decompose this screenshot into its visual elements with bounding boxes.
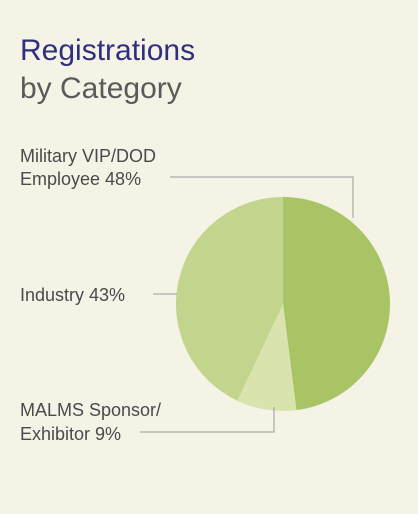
chart-title-line2: by Category bbox=[20, 72, 182, 105]
chart-title-line1: Registrations bbox=[20, 34, 196, 67]
label-industry: Industry 43% bbox=[20, 285, 125, 305]
label-military-line1: Military VIP/DOD bbox=[20, 146, 156, 166]
leader-lines bbox=[140, 176, 354, 433]
label-military-line2: Employee 48% bbox=[20, 169, 141, 189]
label-malms-line1: MALMS Sponsor/ bbox=[20, 400, 161, 420]
pie-slices bbox=[175, 197, 391, 411]
chart-title: Registrations by Category bbox=[20, 32, 195, 108]
label-malms-line2: Exhibitor 9% bbox=[20, 424, 121, 444]
leader-line-military bbox=[170, 176, 354, 218]
pie-slice-military bbox=[283, 197, 391, 411]
pie-slice-malms bbox=[237, 304, 297, 411]
pie-slice-industry bbox=[175, 197, 283, 401]
leader-line-malms bbox=[140, 407, 275, 433]
